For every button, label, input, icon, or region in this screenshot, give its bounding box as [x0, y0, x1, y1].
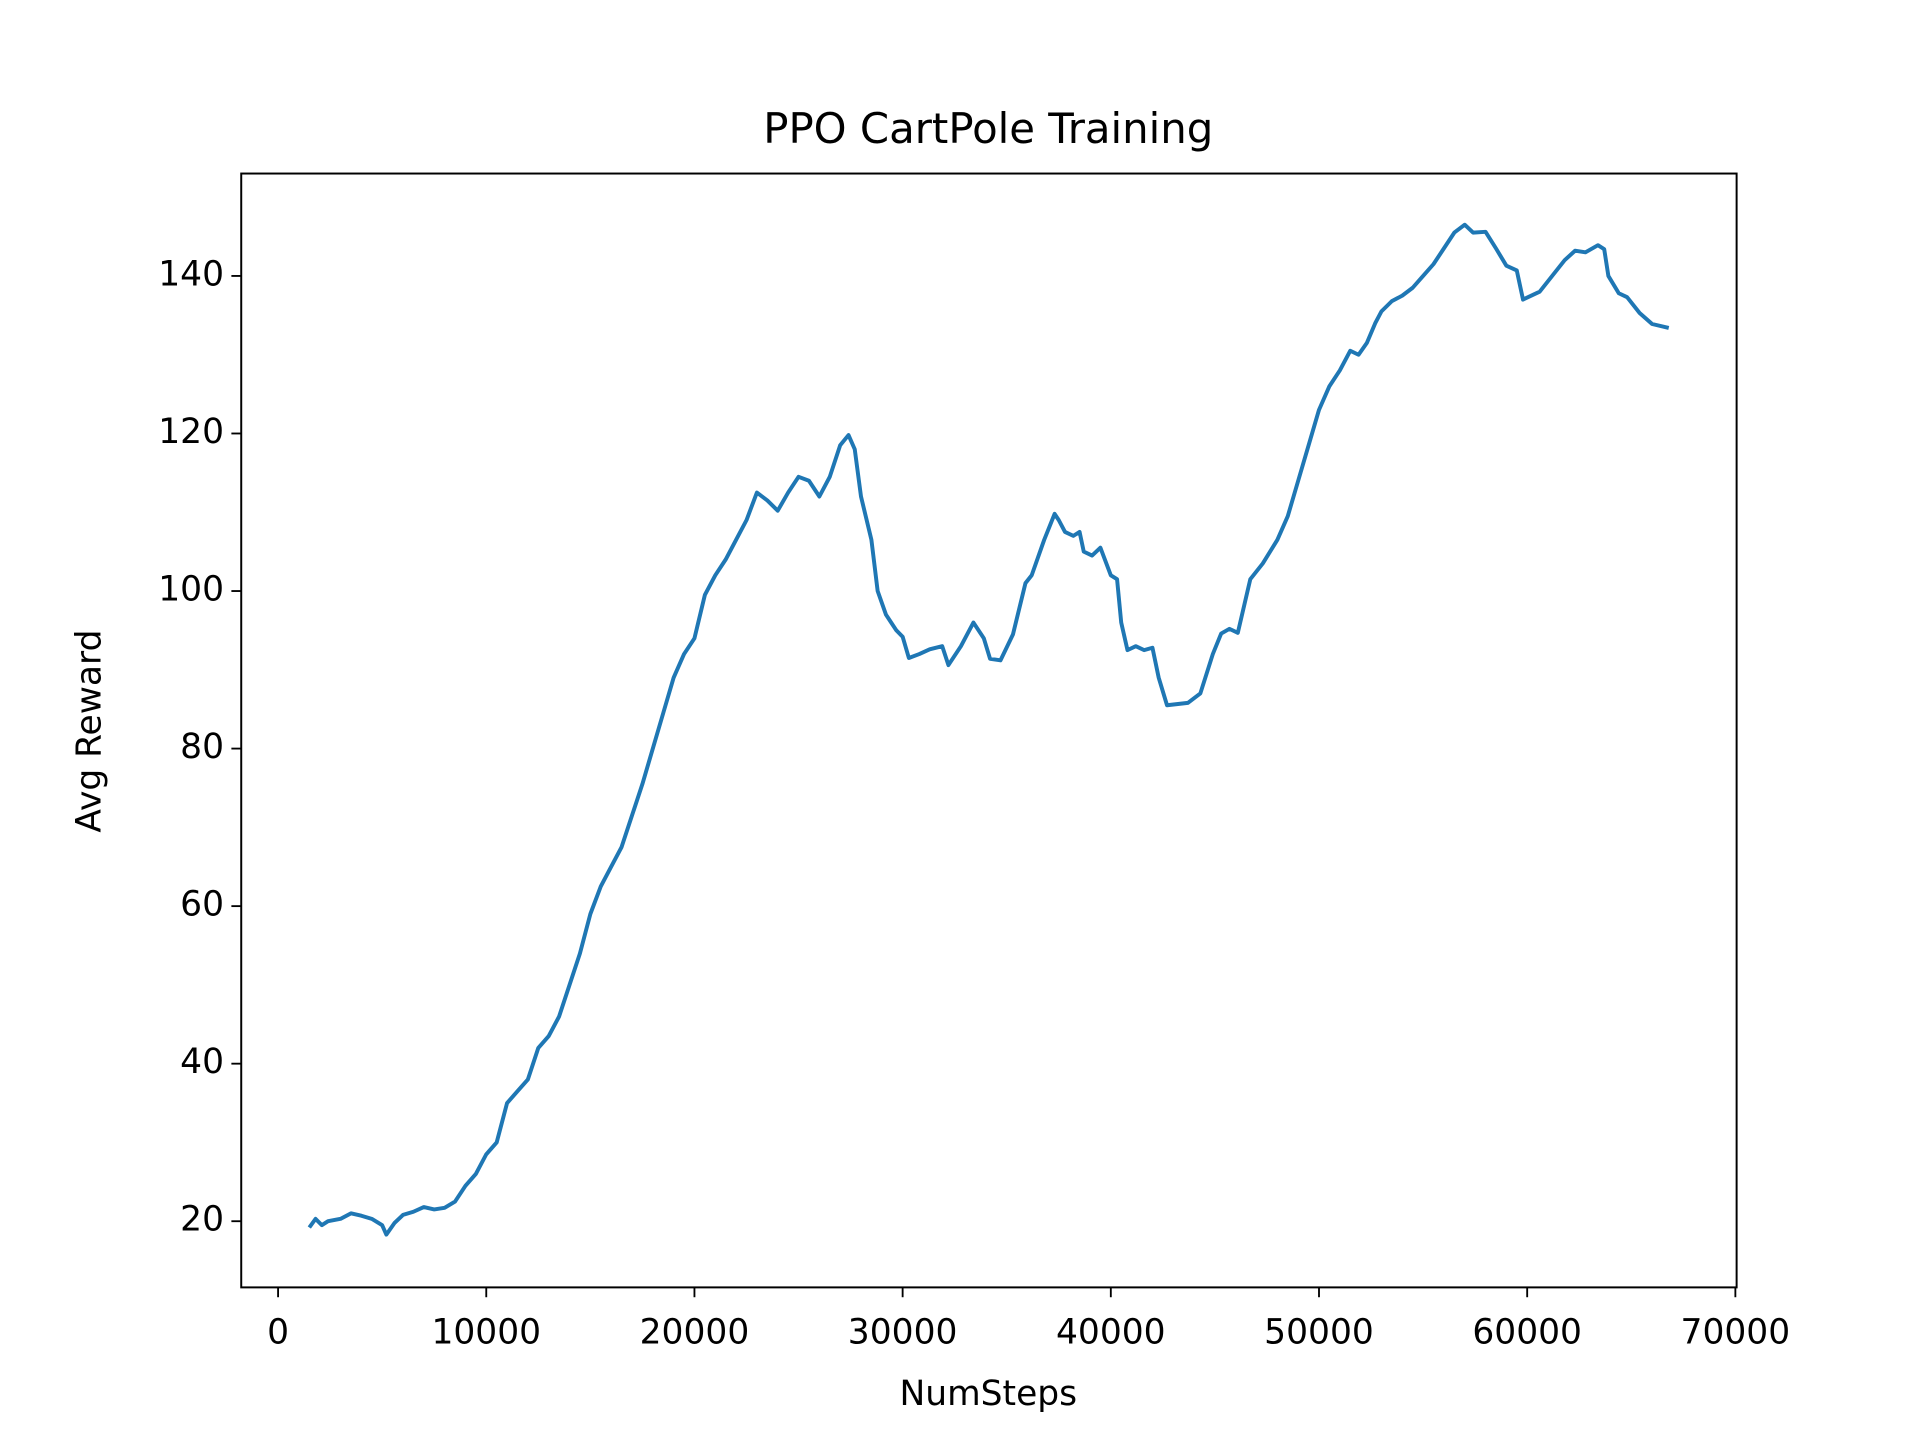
x-tick-label: 60000 [1472, 1313, 1582, 1353]
x-tick-label: 10000 [431, 1313, 541, 1353]
y-tick-label: 120 [158, 412, 224, 452]
chart-title: PPO CartPole Training [763, 104, 1213, 153]
y-tick-label: 140 [158, 254, 224, 294]
y-tick-label: 40 [180, 1042, 224, 1082]
y-tick-label: 20 [180, 1200, 224, 1240]
x-tick-label: 50000 [1264, 1313, 1374, 1353]
x-tick-label: 20000 [640, 1313, 750, 1353]
plot-frame [240, 172, 1738, 1289]
x-tick-label: 30000 [848, 1313, 958, 1353]
y-tick-label: 80 [180, 727, 224, 767]
data-line [307, 222, 1670, 1237]
y-tick-label: 60 [180, 885, 224, 925]
x-tick-label: 70000 [1681, 1313, 1791, 1353]
x-tick-label: 0 [267, 1313, 289, 1353]
x-tick-label: 40000 [1056, 1313, 1166, 1353]
y-axis-label: Avg Reward [70, 630, 110, 833]
x-axis-label: NumSteps [900, 1374, 1078, 1414]
y-tick-label: 100 [158, 570, 224, 610]
